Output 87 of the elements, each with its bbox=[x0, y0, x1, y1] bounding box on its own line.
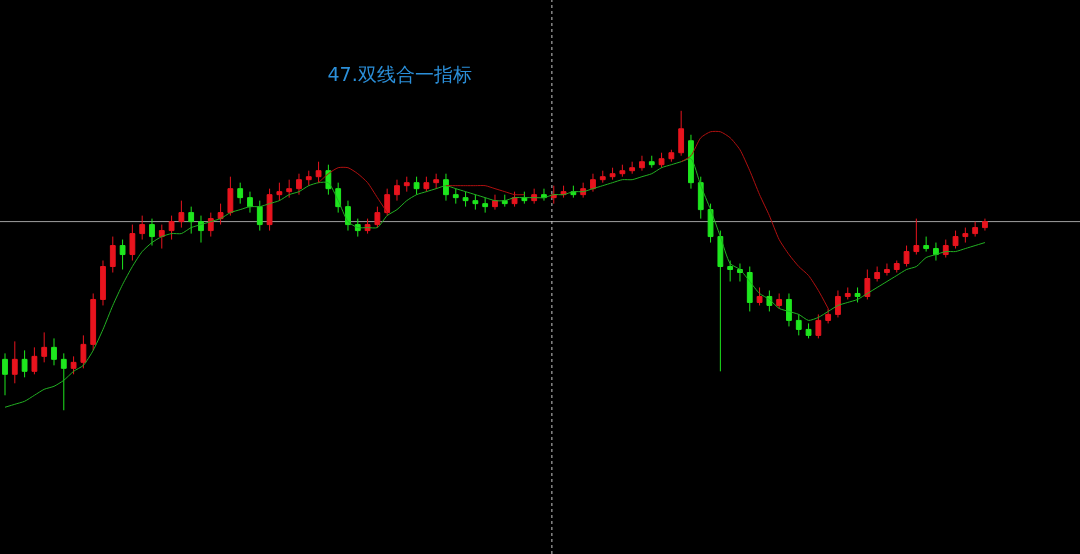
candlestick bbox=[599, 170, 606, 184]
candlestick bbox=[678, 110, 685, 157]
candlestick bbox=[658, 152, 665, 169]
candlestick bbox=[90, 292, 97, 351]
candlestick bbox=[952, 230, 959, 250]
candlestick bbox=[31, 346, 38, 375]
candlestick bbox=[2, 352, 8, 396]
candlestick bbox=[825, 307, 832, 324]
candlestick bbox=[697, 176, 704, 220]
candlestick bbox=[139, 215, 146, 241]
candlestick bbox=[511, 191, 518, 208]
candlestick bbox=[795, 313, 802, 336]
candlestick bbox=[893, 260, 900, 274]
candlestick bbox=[786, 292, 792, 327]
candlestick bbox=[433, 173, 440, 190]
candlestick bbox=[51, 337, 57, 366]
candlestick bbox=[403, 176, 410, 193]
candlestick bbox=[727, 260, 734, 282]
candlestick bbox=[874, 266, 881, 282]
candlestick bbox=[746, 266, 753, 312]
candlestick bbox=[227, 176, 234, 217]
candlestick bbox=[492, 194, 498, 211]
candlestick bbox=[217, 203, 224, 226]
candlestick bbox=[648, 155, 655, 169]
candlestick bbox=[109, 236, 116, 274]
candlestick bbox=[629, 161, 636, 175]
candlestick bbox=[296, 173, 302, 196]
candlestick bbox=[384, 188, 391, 217]
candlestick bbox=[129, 224, 136, 262]
candlestick bbox=[776, 292, 783, 309]
candlestick bbox=[482, 197, 489, 214]
candlestick bbox=[276, 182, 283, 202]
candlestick bbox=[913, 218, 920, 256]
candlestick bbox=[923, 236, 930, 253]
candlestick bbox=[149, 218, 155, 247]
candlestick bbox=[247, 191, 253, 214]
candlestick bbox=[805, 322, 812, 339]
candlestick bbox=[639, 155, 645, 172]
candlestick bbox=[423, 176, 430, 193]
candlestick bbox=[237, 182, 244, 205]
candlestick bbox=[286, 179, 293, 199]
candlestick bbox=[266, 188, 273, 232]
candlestick bbox=[413, 176, 420, 196]
candlestick bbox=[100, 260, 106, 306]
candlestick bbox=[158, 224, 165, 250]
candlestick bbox=[305, 170, 312, 187]
candlestick bbox=[462, 191, 469, 208]
candlestick bbox=[550, 185, 557, 205]
candlestick bbox=[374, 206, 381, 229]
candlestick bbox=[756, 286, 763, 306]
candlestick bbox=[815, 313, 822, 339]
candlestick bbox=[835, 289, 841, 318]
candlestick bbox=[70, 355, 77, 375]
candlestick bbox=[982, 218, 988, 232]
candlestick bbox=[207, 212, 214, 238]
candlestick bbox=[864, 269, 871, 300]
candlestick bbox=[80, 334, 87, 369]
candlestick bbox=[609, 167, 616, 181]
candlestick bbox=[854, 286, 861, 303]
candlestick bbox=[168, 215, 175, 241]
candlestick bbox=[472, 194, 479, 211]
candlestick bbox=[884, 263, 890, 276]
candlestick bbox=[119, 239, 126, 271]
candlestick bbox=[590, 173, 596, 193]
candlestick bbox=[178, 200, 185, 229]
candlestick bbox=[737, 263, 743, 282]
candlestick bbox=[60, 352, 67, 411]
candlestick bbox=[844, 286, 851, 300]
candlestick bbox=[619, 164, 626, 178]
candlestick bbox=[452, 188, 459, 205]
candlestick bbox=[256, 200, 263, 232]
candlestick bbox=[21, 349, 28, 378]
candlestick bbox=[521, 191, 528, 205]
candlestick bbox=[11, 340, 18, 384]
candlestick bbox=[668, 149, 675, 163]
candlestick bbox=[394, 179, 400, 202]
candlestick bbox=[188, 206, 195, 235]
candlestick bbox=[688, 134, 694, 190]
chart-title: 47.双线合一指标 bbox=[327, 63, 472, 86]
candlestick bbox=[443, 173, 449, 202]
candlestick bbox=[707, 203, 714, 244]
candlestick bbox=[972, 221, 979, 238]
candlestick bbox=[962, 227, 969, 244]
candlestick bbox=[903, 245, 910, 268]
candlestick bbox=[315, 161, 322, 184]
candlestick bbox=[717, 230, 724, 372]
candlestick bbox=[41, 331, 48, 363]
